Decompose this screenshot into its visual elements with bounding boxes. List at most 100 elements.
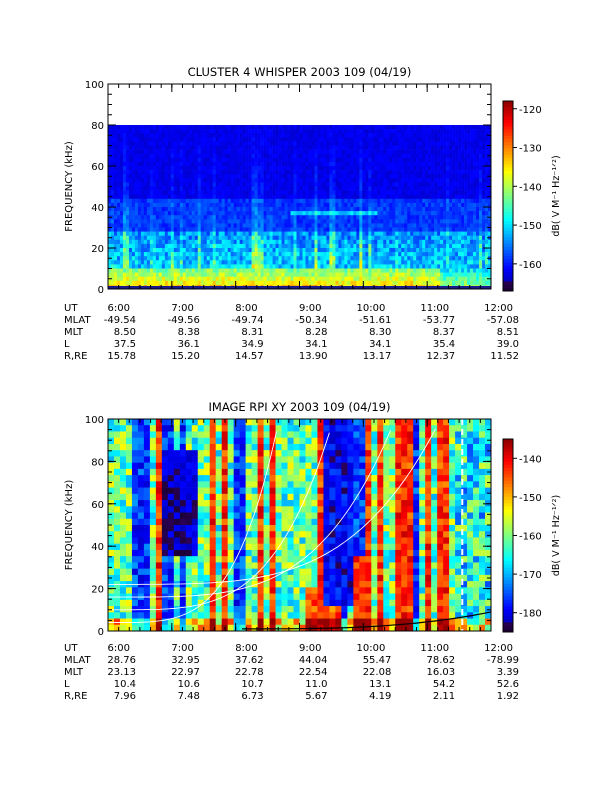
- y-axis-label: FREQUENCY (kHz): [64, 480, 75, 571]
- ephemeris-label: UT: [64, 643, 78, 654]
- ephemeris-value: 14.57: [235, 351, 264, 362]
- ephemeris-value: 9:00: [299, 303, 322, 314]
- ephemeris-row: MLT 23.13 22.97 22.78 22.54 22.08 16.03 3.39: [64, 667, 524, 679]
- ephemeris-row: L 10.4 10.6 10.7 11.0 13.1 54.2 52.6: [64, 679, 524, 691]
- y-tick-label: 0: [98, 285, 104, 296]
- ephemeris-value: 11.52: [490, 351, 519, 362]
- ephemeris-value: 23.13: [107, 667, 136, 678]
- ephemeris-value: 55.47: [362, 655, 392, 666]
- ephemeris-row: UT 6:00 7:00 8:00 9:00 10:00 11:00 12:00: [64, 303, 524, 315]
- ephemeris-value: 37.5: [113, 339, 136, 350]
- y-tick-label: 40: [91, 203, 104, 214]
- colorbar-tick-label: -140: [519, 182, 542, 193]
- ephemeris-value: 34.9: [241, 339, 264, 350]
- y-tick-label: 20: [91, 244, 104, 255]
- ephemeris-value: 7.48: [177, 691, 200, 702]
- ephemeris-row: MLAT -49.54 -49.56 -49.74 -50.34 -51.61 -53.77…: [64, 315, 524, 327]
- ephemeris-row: MLT 8.50 8.38 8.31 8.28 8.30 8.37 8.51: [64, 327, 524, 339]
- colorbar-tick-label: -120: [519, 105, 542, 116]
- ephemeris-value: 8.37: [432, 327, 456, 338]
- ephemeris-value: 8.28: [305, 327, 328, 338]
- ephemeris-row: UT 6:00 7:00 8:00 9:00 10:00 11:00 12:00: [64, 643, 524, 655]
- ephemeris-value: -49.56: [167, 315, 200, 326]
- colorbar-tick-label: -160: [519, 260, 542, 271]
- ephemeris-value: -53.77: [422, 315, 456, 326]
- y-tick-label: 40: [91, 542, 104, 553]
- ephemeris-label: R,RE: [64, 691, 88, 702]
- ephemeris-value: 7:00: [171, 643, 194, 654]
- ephemeris-value: 6:00: [107, 643, 130, 654]
- colorbar-tick-label: -170: [519, 570, 542, 581]
- ephemeris-value: 22.97: [171, 667, 200, 678]
- ephemeris-value: 12:00: [484, 303, 513, 314]
- ephemeris-value: 22.78: [235, 667, 264, 678]
- ephemeris-label: R,RE: [64, 351, 88, 362]
- ephemeris-label: UT: [64, 303, 78, 314]
- y-tick-label: 100: [85, 80, 104, 91]
- y-axis-label: FREQUENCY (kHz): [64, 141, 75, 232]
- ephemeris-value: 10.7: [241, 679, 264, 690]
- ephemeris-value: 28.76: [107, 655, 136, 666]
- ephemeris-value: 12:00: [484, 643, 513, 654]
- panel-title: IMAGE RPI XY 2003 109 (04/19): [209, 400, 391, 414]
- ephemeris-row: R,RE 7.96 7.48 6.73 5.67 4.19 2.11 1.92: [64, 691, 524, 703]
- ephemeris-value: 10.6: [177, 679, 200, 690]
- ephemeris-value: 1.92: [496, 691, 519, 702]
- ephemeris-value: -51.61: [359, 315, 392, 326]
- colorbar: -140 -150 -160 -170 -180 dB( V M⁻¹ Hz⁻¹ᐟ²): [502, 438, 562, 633]
- colorbar-tick-label: -140: [519, 454, 542, 465]
- panel-cluster: CLUSTER 4 WHISPER 2003 109 (04/19) 0 20 40 6…: [64, 65, 562, 296]
- ephemeris-value: 13.1: [369, 679, 392, 690]
- ephemeris-label: MLAT: [64, 655, 91, 666]
- ephemeris-value: 34.1: [305, 339, 328, 350]
- ephemeris-value: 52.6: [496, 679, 519, 690]
- ephemeris-value: 11:00: [420, 643, 450, 654]
- ephemeris-value: 8.38: [177, 327, 200, 338]
- ephemeris-value: 9:00: [299, 643, 322, 654]
- ephemeris-value: 10:00: [356, 303, 386, 314]
- ephemeris-value: 6.73: [241, 691, 264, 702]
- y-tick-label: 100: [85, 415, 104, 426]
- ephemeris-row: R,RE 15.78 15.20 14.57 13.90 13.17 12.37 11.52: [64, 351, 524, 363]
- ephemeris-value: 4.19: [369, 691, 392, 702]
- ephemeris-label: L: [64, 679, 70, 690]
- ephemeris-value: 44.04: [298, 655, 328, 666]
- colorbar-label: dB( V M⁻¹ Hz⁻¹ᐟ²): [551, 155, 562, 236]
- y-tick-label: 60: [91, 162, 104, 173]
- ephemeris-value: 2.11: [432, 691, 456, 702]
- ephemeris-value: 13.90: [298, 351, 328, 362]
- ephemeris-value: 8.50: [113, 327, 136, 338]
- overlay-curve: [108, 430, 392, 598]
- cutoff-curve: [242, 611, 492, 630]
- ephemeris-value: 34.1: [369, 339, 392, 350]
- y-tick-label: 0: [98, 627, 104, 638]
- ephemeris-value: 8.30: [369, 327, 392, 338]
- overlay-curve: [108, 428, 436, 585]
- ephemeris-value: 8:00: [235, 643, 258, 654]
- ephemeris-value: -50.34: [295, 315, 328, 326]
- ephemeris-value: 5.67: [305, 691, 328, 702]
- y-tick-label: 80: [91, 121, 104, 132]
- ephemeris-value: 3.39: [496, 667, 519, 678]
- colorbar-label: dB( V M⁻¹ Hz⁻¹ᐟ²): [551, 495, 562, 576]
- ephemeris-value: 8:00: [235, 303, 258, 314]
- ephemeris-value: 10.4: [113, 679, 136, 690]
- y-tick-label: 60: [91, 500, 104, 511]
- ephemeris-table-cluster: UT 6:00 7:00 8:00 9:00 10:00 11:00 12:00 MLAT -49…: [64, 303, 524, 365]
- ephemeris-value: 8.31: [241, 327, 264, 338]
- colorbar-tick-label: -130: [519, 144, 542, 155]
- colorbar: -120 -130 -140 -150 -160 dB( V M⁻¹ Hz⁻¹ᐟ²): [502, 100, 562, 292]
- ephemeris-value: 39.0: [496, 339, 519, 350]
- overlay-curve: [108, 432, 330, 611]
- ephemeris-value: 22.54: [298, 667, 328, 678]
- ephemeris-value: -49.74: [231, 315, 264, 326]
- ephemeris-value: 36.1: [177, 339, 200, 350]
- overlay-curve: [108, 431, 277, 623]
- spectrogram: [108, 125, 492, 290]
- ephemeris-value: 35.4: [432, 339, 456, 350]
- ephemeris-value: 78.62: [426, 655, 456, 666]
- ephemeris-label: MLT: [64, 667, 83, 678]
- ephemeris-value: 6:00: [107, 303, 130, 314]
- ephemeris-value: -78.99: [486, 655, 519, 666]
